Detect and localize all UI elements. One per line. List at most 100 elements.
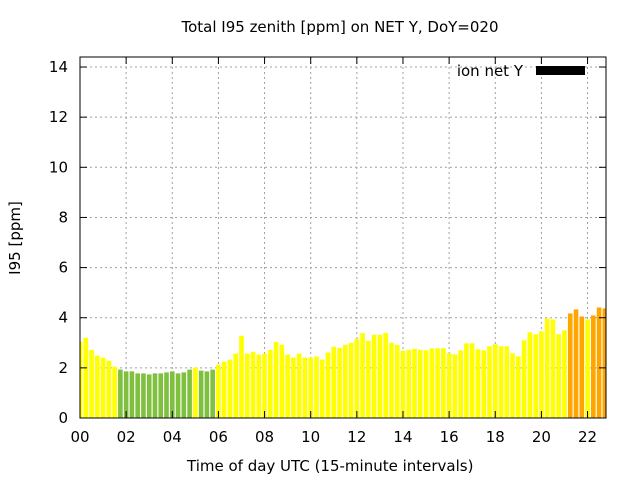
x-tick-label: 04	[163, 428, 182, 446]
bar	[417, 349, 423, 418]
y-tick-label: 6	[58, 259, 68, 277]
y-tick-label: 14	[49, 58, 68, 76]
bar	[181, 372, 187, 418]
bar	[475, 349, 481, 418]
bar	[573, 309, 579, 418]
bar	[377, 334, 383, 418]
bar	[279, 344, 285, 418]
bar	[343, 344, 348, 418]
bar	[556, 334, 562, 418]
bar	[106, 360, 112, 418]
y-tick-label: 0	[58, 409, 68, 427]
bar	[562, 330, 567, 418]
y-tick-label: 2	[58, 359, 68, 377]
x-tick-label: 08	[255, 428, 274, 446]
bar	[146, 374, 152, 418]
legend-swatch	[536, 66, 585, 75]
bar	[233, 353, 239, 418]
bar	[504, 346, 510, 418]
bar	[152, 373, 158, 418]
bar	[296, 353, 302, 418]
bar	[123, 371, 129, 418]
bar	[400, 350, 406, 418]
bar	[516, 356, 521, 418]
bar	[291, 357, 296, 418]
bar	[302, 357, 308, 418]
bar	[585, 319, 590, 418]
bar	[533, 334, 538, 418]
bar	[262, 353, 267, 418]
bar	[250, 351, 256, 418]
x-tick-label: 12	[347, 428, 366, 446]
bar	[429, 348, 435, 418]
bar	[412, 348, 417, 418]
y-tick-label: 12	[49, 108, 68, 126]
y-tick-label: 10	[49, 158, 68, 176]
x-tick-label: 18	[486, 428, 505, 446]
x-tick-label: 20	[532, 428, 551, 446]
bar	[481, 350, 487, 418]
x-tick-label: 10	[301, 428, 320, 446]
bar	[521, 340, 527, 418]
bar	[602, 308, 606, 418]
bar	[158, 373, 164, 418]
bar	[366, 340, 371, 418]
bar	[550, 319, 556, 418]
bar	[337, 347, 342, 418]
bar	[221, 361, 227, 418]
bar	[510, 353, 515, 418]
bar	[164, 372, 169, 418]
bar	[406, 349, 412, 418]
bar	[458, 350, 463, 418]
y-tick-label: 4	[58, 309, 68, 327]
bar	[498, 346, 504, 418]
bar	[389, 342, 394, 418]
bar	[256, 354, 262, 418]
bar	[423, 350, 429, 418]
bar	[210, 369, 215, 418]
bar	[135, 373, 140, 418]
bar	[94, 355, 100, 418]
bar	[579, 316, 585, 418]
bar	[141, 373, 146, 418]
plot-frame	[79, 56, 607, 419]
bar	[100, 357, 106, 418]
bar	[129, 371, 135, 418]
bar	[112, 366, 117, 418]
bar	[492, 344, 498, 418]
bar	[567, 313, 573, 418]
bar	[469, 343, 475, 418]
bar	[383, 333, 388, 418]
bar	[464, 343, 469, 418]
bar	[198, 370, 204, 418]
bar	[187, 369, 192, 418]
y-tick-label: 8	[58, 208, 68, 226]
bar	[331, 346, 337, 418]
bar	[227, 359, 233, 418]
bar	[314, 356, 319, 418]
bar	[118, 369, 123, 418]
legend-label: ion net Y	[457, 62, 524, 80]
x-tick-label: 22	[578, 428, 597, 446]
bar	[435, 348, 440, 418]
y-axis-label: I95 [ppm]	[6, 201, 24, 275]
legend: ion net Y	[457, 62, 585, 80]
x-tick-label: 14	[393, 428, 412, 446]
x-tick-label: 02	[117, 428, 136, 446]
bar	[487, 346, 492, 418]
chart-title: Total I95 zenith [ppm] on NET Y, DoY=020	[180, 18, 498, 36]
x-tick-label: 16	[440, 428, 459, 446]
bar	[308, 357, 314, 418]
x-tick-label: 00	[70, 428, 89, 446]
bar	[441, 348, 446, 418]
bar	[80, 341, 83, 418]
bar	[539, 331, 544, 418]
bar	[544, 318, 550, 418]
bar	[325, 352, 331, 418]
bar	[446, 353, 452, 418]
bar	[285, 354, 290, 418]
bar	[268, 349, 273, 418]
bar	[591, 315, 596, 418]
bar	[596, 307, 602, 418]
